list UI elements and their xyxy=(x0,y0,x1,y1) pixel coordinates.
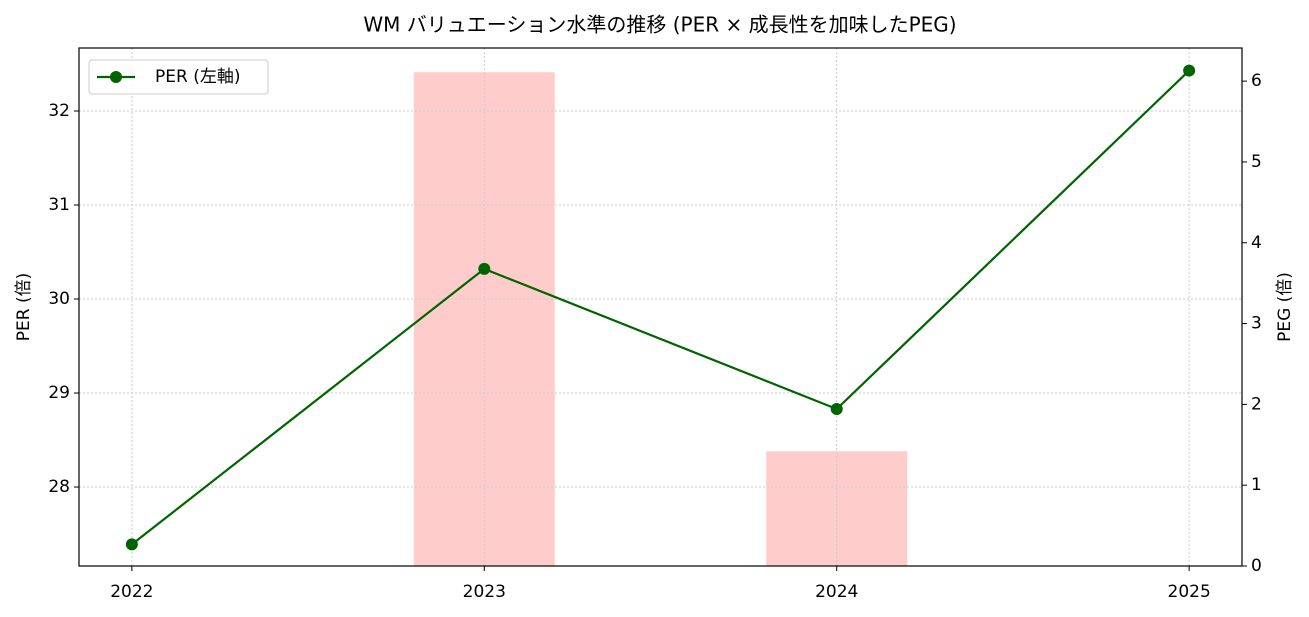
line xyxy=(131,69,1190,546)
x-tick-label: 2023 xyxy=(463,582,506,602)
x-tick-label: 2022 xyxy=(110,582,153,602)
y2-tick-label: 0 xyxy=(1251,556,1262,576)
legend-marker xyxy=(110,71,122,83)
legend-box xyxy=(88,59,269,95)
y-tick-label: 28 xyxy=(48,477,70,497)
point xyxy=(830,403,843,416)
x-tick-label: 2025 xyxy=(1168,582,1211,602)
y2-tick-label: 6 xyxy=(1251,71,1262,91)
bar xyxy=(413,72,555,566)
point xyxy=(1183,64,1196,77)
y2-tick-label: 2 xyxy=(1251,394,1262,414)
y-tick-label: 31 xyxy=(48,195,70,215)
y2-tick-label: 3 xyxy=(1251,314,1262,334)
point xyxy=(478,262,491,275)
y-tick-label: 32 xyxy=(48,101,70,121)
chart-title: WM バリュエーション水準の推移 (PER × 成長性を加味したPEG) xyxy=(363,13,956,37)
y2-axis-label: PEG (倍) xyxy=(1275,272,1295,342)
y2-tick-label: 5 xyxy=(1251,152,1262,172)
y-axis-label: PER (倍) xyxy=(14,273,34,341)
y2-tick-label: 4 xyxy=(1251,233,1262,253)
y-tick-label: 29 xyxy=(48,383,70,403)
y2-tick-label: 1 xyxy=(1251,475,1262,495)
plot-frame xyxy=(78,47,1243,567)
y-tick-label: 30 xyxy=(48,289,70,309)
point xyxy=(125,538,138,551)
x-tick-label: 2024 xyxy=(815,582,858,602)
legend-label: PER (左軸) xyxy=(155,67,240,87)
